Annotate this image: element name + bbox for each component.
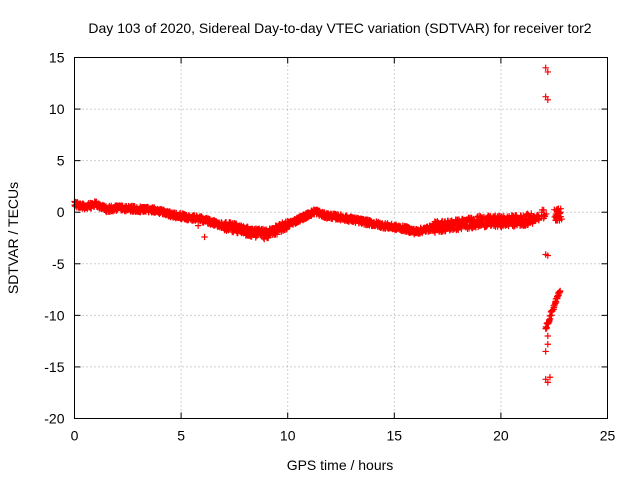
data-point — [539, 206, 546, 214]
data-point — [194, 222, 202, 229]
data-point — [542, 348, 549, 355]
data-point — [544, 252, 552, 259]
data-point — [555, 213, 563, 220]
y-tick-label: 10 — [49, 101, 65, 117]
data-point — [552, 217, 559, 224]
y-tick-label: -5 — [52, 256, 65, 272]
y-tick-label: -20 — [44, 411, 64, 427]
data-point — [557, 287, 564, 295]
data-point — [544, 96, 552, 103]
x-tick-label: 10 — [280, 428, 296, 444]
x-tick-label: 25 — [600, 428, 616, 444]
data-point — [555, 206, 562, 213]
data-point — [209, 219, 217, 226]
x-tick-label: 20 — [493, 428, 509, 444]
y-tick-label: 0 — [57, 204, 65, 220]
data-point — [544, 68, 552, 76]
x-axis-title: GPS time / hours — [287, 457, 394, 473]
y-tick-label: -10 — [44, 307, 64, 323]
plot-frame — [74, 57, 608, 419]
data-point — [546, 374, 554, 381]
points-layer — [71, 64, 565, 386]
chart-title: Day 103 of 2020, Sidereal Day-to-day VTE… — [88, 20, 591, 36]
x-tick-label: 5 — [177, 428, 185, 444]
data-point — [542, 64, 549, 72]
grid-layer — [74, 57, 608, 419]
y-tick-label: 5 — [57, 153, 65, 169]
data-point — [535, 216, 543, 224]
y-tick-label: -15 — [44, 359, 64, 375]
data-point — [201, 233, 208, 241]
y-axis-title: SDTVAR / TECUs — [5, 182, 21, 294]
x-tick-label: 15 — [387, 428, 403, 444]
data-point — [541, 212, 549, 220]
x-tick-label: 0 — [71, 428, 79, 444]
y-tick-label: 15 — [49, 50, 65, 66]
data-point — [544, 332, 552, 340]
data-point — [252, 234, 259, 241]
tick-layer: 0 5 10 15 20 25 -20 -15 -10 -5 0 5 10 15 — [44, 50, 615, 444]
data-point — [261, 235, 268, 243]
data-point — [546, 316, 553, 324]
data-point — [544, 379, 552, 386]
data-point — [544, 341, 552, 348]
